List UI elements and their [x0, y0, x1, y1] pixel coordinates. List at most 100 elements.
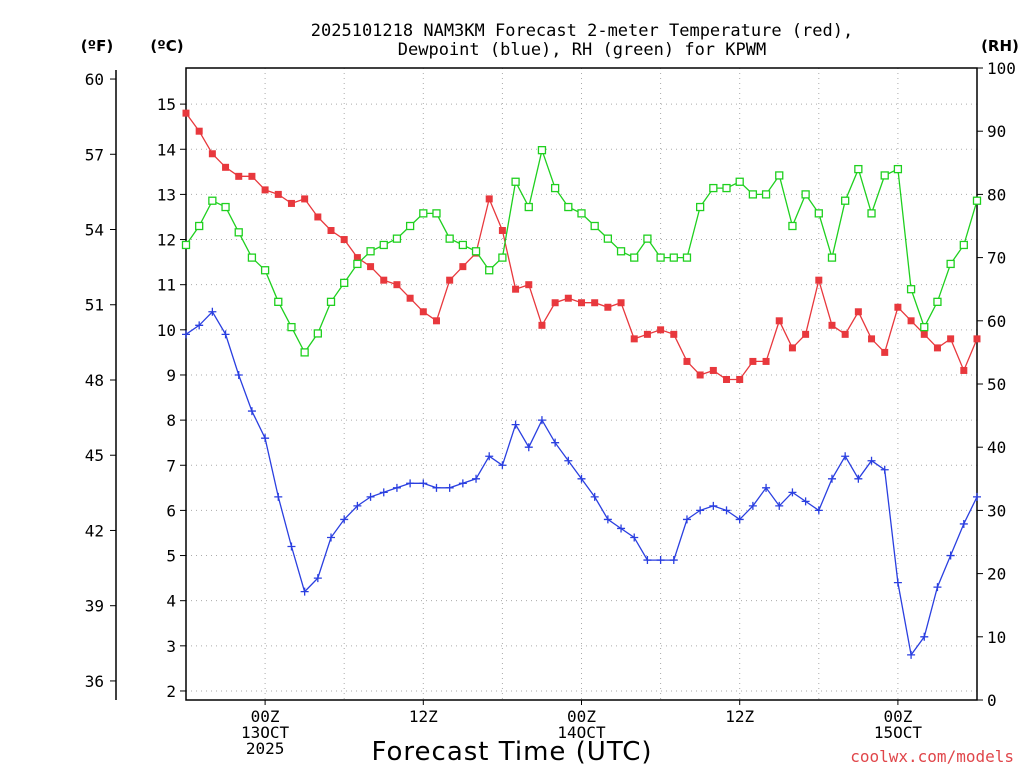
- data-point: [933, 297, 942, 306]
- data-point: [261, 186, 269, 194]
- data-point: [616, 247, 626, 256]
- celsius-tick-label: 9: [166, 366, 176, 385]
- data-point: [577, 474, 586, 483]
- data-point: [458, 240, 468, 250]
- rh-tick-label: 10: [987, 628, 1006, 647]
- data-point: [907, 650, 916, 659]
- data-point: [300, 587, 309, 596]
- data-point: [445, 483, 454, 492]
- credit-text: coolwx.com/models: [850, 747, 1014, 766]
- data-point: [379, 488, 388, 497]
- data-point: [485, 452, 494, 461]
- data-point: [234, 370, 243, 379]
- data-point: [802, 330, 810, 338]
- x-tick-label: 12Z: [725, 707, 754, 726]
- celsius-tick-label: 10: [157, 321, 176, 340]
- x-axis-label: Forecast Time (UTC): [371, 737, 652, 767]
- data-point: [682, 515, 691, 524]
- data-point: [920, 330, 928, 338]
- data-point: [670, 330, 678, 338]
- data-point: [669, 253, 678, 262]
- data-point: [959, 240, 968, 250]
- data-point: [392, 234, 402, 243]
- data-point: [657, 326, 665, 334]
- data-point: [326, 297, 336, 306]
- data-point: [472, 474, 481, 483]
- data-point: [274, 297, 283, 306]
- data-point: [973, 492, 981, 501]
- data-point: [313, 329, 322, 338]
- chart-title: 2025101218 NAM3KM Forecast 2-meter Tempe…: [311, 21, 853, 60]
- data-point: [261, 434, 270, 443]
- fahrenheit-tick-label: 54: [85, 221, 104, 240]
- data-point: [380, 276, 388, 284]
- series-line: [185, 147, 978, 354]
- data-point: [590, 221, 599, 231]
- data-point: [458, 479, 467, 488]
- rh-unit-label: (RH): [981, 37, 1019, 55]
- data-point: [301, 195, 309, 203]
- rh-tick-label: 0: [987, 691, 997, 710]
- data-point: [432, 209, 441, 218]
- data-point: [854, 474, 863, 483]
- x-tick-label: 14OCT: [557, 723, 606, 742]
- data-point: [775, 171, 784, 180]
- data-point: [801, 190, 810, 199]
- data-point: [814, 506, 823, 515]
- data-point: [880, 465, 889, 474]
- rh-tick-label: 30: [987, 501, 1006, 520]
- data-point: [762, 483, 771, 492]
- data-point: [208, 307, 217, 316]
- data-point: [524, 202, 533, 212]
- data-point: [551, 299, 559, 307]
- data-point: [445, 234, 454, 243]
- data-point: [617, 524, 626, 533]
- data-point: [485, 195, 493, 203]
- data-point: [406, 294, 414, 302]
- fahrenheit-tick-label: 39: [85, 597, 104, 616]
- data-point: [222, 163, 230, 171]
- data-point: [762, 357, 770, 365]
- data-point: [248, 172, 256, 180]
- series-2-meter-temperature: [182, 109, 981, 383]
- data-point: [788, 344, 796, 352]
- data-point: [551, 438, 560, 447]
- x-tick-label: 2025: [246, 739, 285, 758]
- celsius-unit-label: (ºC): [150, 37, 183, 55]
- rh-tick-label: 100: [987, 59, 1016, 78]
- data-point: [920, 632, 929, 641]
- data-point: [630, 335, 638, 343]
- x-tick-label: 13OCT: [241, 723, 290, 742]
- data-point: [471, 247, 481, 256]
- data-point: [735, 177, 744, 186]
- data-point: [669, 556, 678, 565]
- data-point: [314, 213, 322, 221]
- celsius-tick-label: 8: [166, 411, 176, 430]
- data-point: [603, 234, 613, 243]
- data-point: [775, 317, 783, 325]
- data-point: [880, 171, 889, 180]
- data-point: [591, 299, 599, 307]
- data-point: [577, 209, 586, 218]
- data-point: [709, 183, 718, 193]
- data-point: [195, 127, 203, 135]
- data-point: [696, 371, 704, 379]
- data-point: [893, 578, 902, 587]
- data-point: [630, 533, 639, 542]
- data-point: [221, 330, 230, 339]
- data-point: [564, 294, 572, 302]
- data-point: [723, 375, 731, 383]
- data-point: [446, 276, 454, 284]
- data-point: [736, 375, 744, 383]
- data-point: [498, 253, 507, 262]
- data-point: [827, 474, 836, 483]
- data-point: [182, 109, 190, 117]
- data-point: [656, 556, 665, 565]
- data-point: [419, 479, 428, 488]
- data-point: [511, 177, 520, 186]
- data-point: [643, 556, 652, 565]
- data-point: [287, 199, 295, 207]
- data-point: [327, 533, 336, 542]
- data-point: [511, 420, 520, 429]
- data-point: [340, 278, 349, 288]
